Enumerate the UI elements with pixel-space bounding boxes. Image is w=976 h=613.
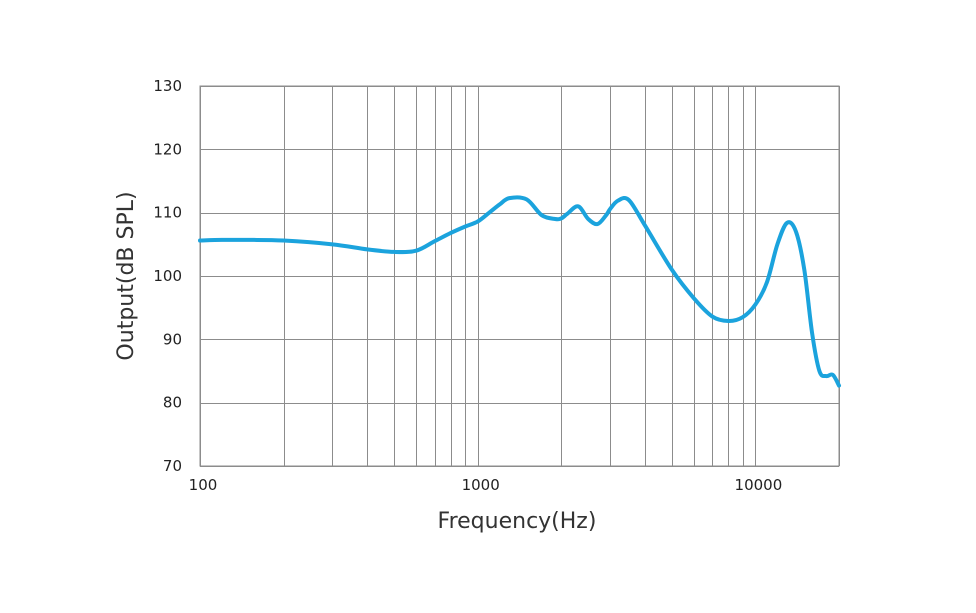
x-axis-title: Frequency(Hz): [438, 509, 597, 534]
y-tick-label: 80: [163, 394, 182, 412]
plot-frame: [199, 85, 840, 467]
x-tick-labels: 100 1000 10000: [189, 476, 783, 494]
y-tick-label: 130: [153, 77, 182, 95]
y-tick-label: 110: [153, 204, 182, 222]
y-axis-title: Output(dB SPL): [114, 191, 139, 360]
y-tick-label: 120: [153, 140, 182, 158]
x-tick-label: 10000: [735, 476, 783, 494]
y-tick-label: 70: [163, 457, 182, 475]
y-tick-label: 90: [163, 330, 182, 348]
grid-lines: [200, 86, 840, 467]
series-line: [198, 195, 841, 388]
y-tick-labels: 70 80 90 100 110 120 130: [153, 77, 182, 475]
y-tick-label: 100: [153, 267, 182, 285]
x-tick-label: 1000: [462, 476, 500, 494]
x-tick-label: 100: [189, 476, 218, 494]
